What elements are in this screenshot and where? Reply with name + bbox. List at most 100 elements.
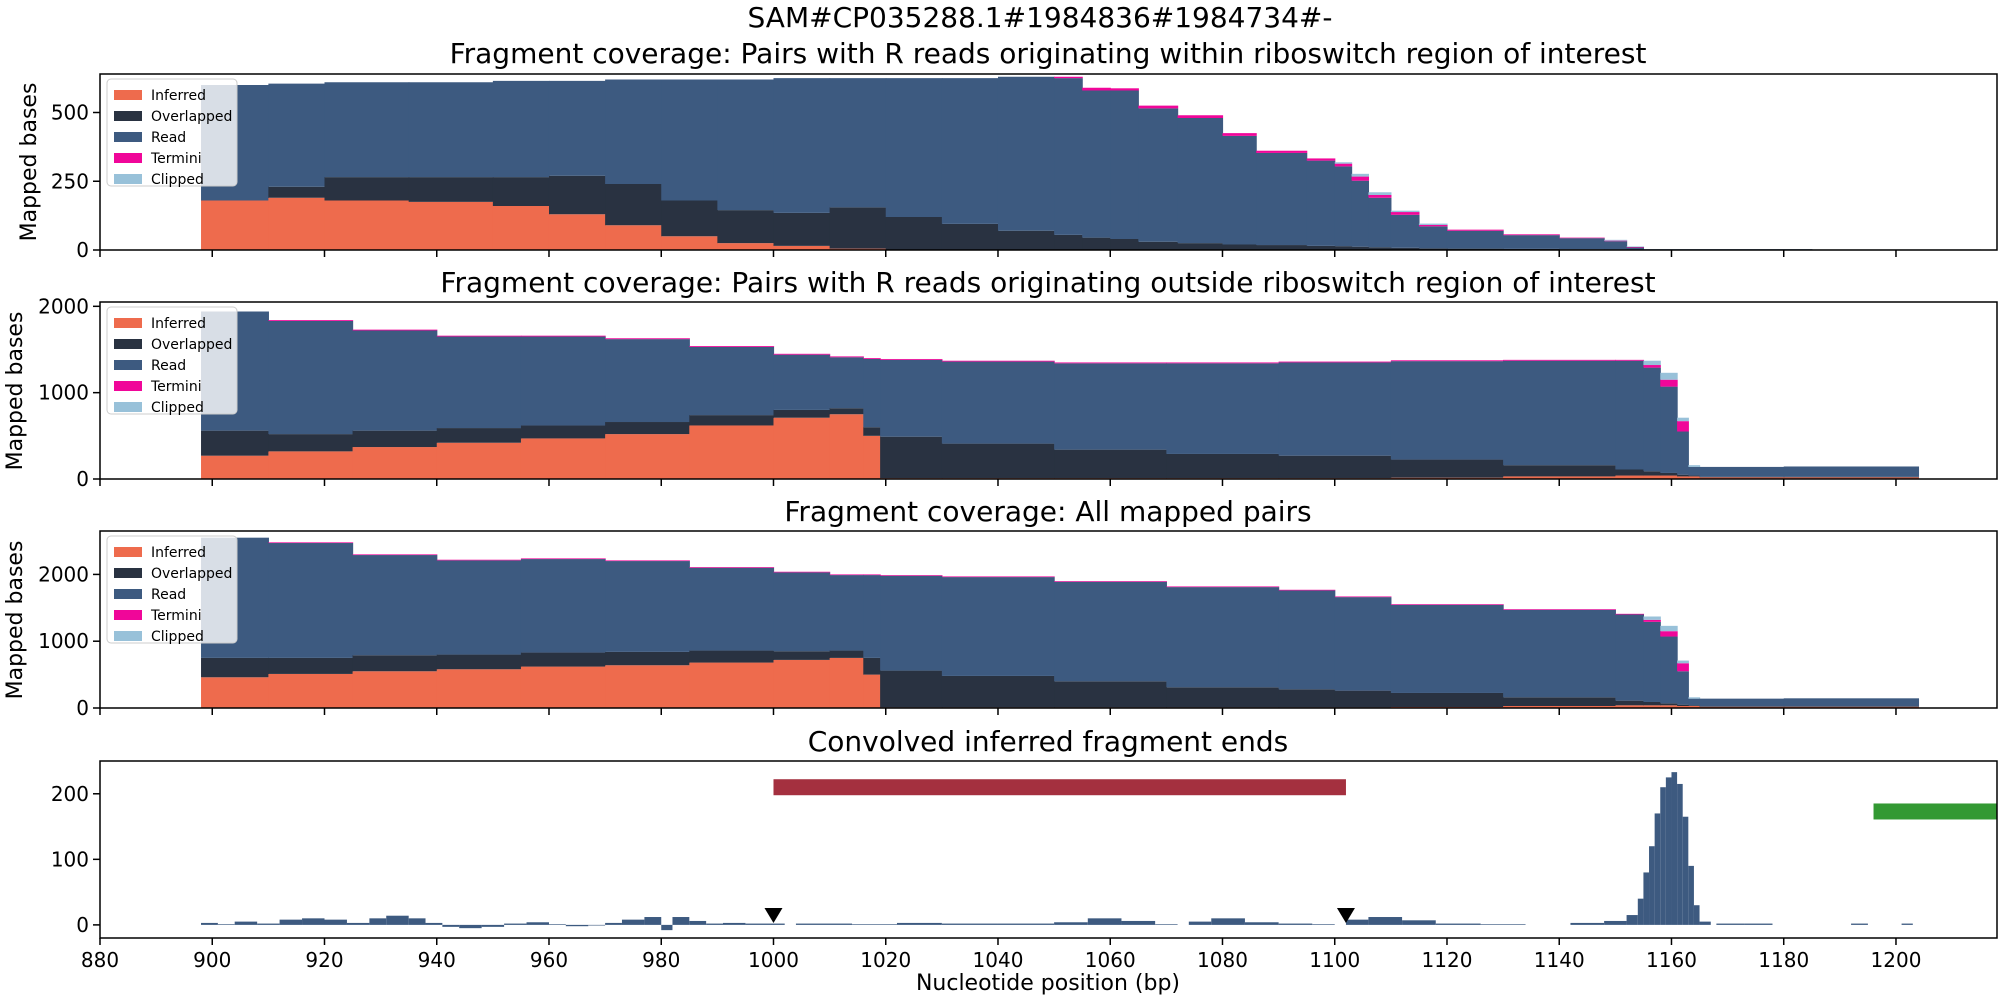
end-count-bar <box>1278 923 1313 925</box>
coverage-bar-read <box>1604 241 1628 250</box>
coverage-bar-termini <box>1390 604 1504 605</box>
coverage-bar-read <box>941 78 999 224</box>
y-tick-label: 500 <box>51 101 89 125</box>
coverage-bar-read <box>268 320 354 435</box>
coverage-bar-overlapped <box>863 427 881 436</box>
x-tick-label: 1100 <box>1309 948 1360 972</box>
coverage-bar-overlapped <box>689 650 775 663</box>
y-tick-label: 0 <box>76 238 89 262</box>
panel2-legend: Inferred Overlapped Read Termini Clipped <box>106 306 238 416</box>
coverage-bar-termini <box>1368 195 1392 198</box>
legend-swatch-overlapped <box>114 568 142 578</box>
end-count-bar <box>1155 924 1178 925</box>
x-tick-label: 1080 <box>1197 948 1248 972</box>
coverage-bar-termini <box>1334 596 1392 598</box>
legend-swatch-clipped <box>114 631 142 641</box>
coverage-bar-clipped <box>1418 223 1448 225</box>
coverage-bar-termini <box>1306 158 1336 161</box>
legend-swatch-read <box>114 589 142 599</box>
coverage-bar-inferred <box>1660 705 1678 708</box>
coverage-bar-read <box>1783 466 1920 477</box>
end-count-bar <box>548 924 566 925</box>
coverage-bar-termini <box>1278 361 1392 363</box>
y-tick-label: 0 <box>76 696 89 720</box>
coverage-bar-overlapped <box>1660 472 1678 476</box>
coverage-bar-overlapped <box>520 652 606 667</box>
coverage-bar-clipped <box>1334 162 1353 164</box>
coverage-bar-overlapped <box>885 217 943 250</box>
coverage-bar-overlapped <box>1138 241 1179 250</box>
coverage-bar-read <box>1177 118 1224 244</box>
coverage-bar-read <box>1503 609 1616 698</box>
end-count-bar <box>672 917 690 925</box>
coverage-bar-overlapped <box>1677 474 1689 477</box>
legend-swatch-inferred <box>114 318 142 328</box>
end-count-bar <box>408 918 426 925</box>
coverage-bar-read <box>520 336 606 426</box>
coverage-bar-read <box>492 80 550 178</box>
end-count-bar <box>526 922 549 925</box>
coverage-bar-overlapped <box>201 430 269 456</box>
legend-label-overlapped: Overlapped <box>151 566 232 582</box>
coverage-bar-inferred <box>1503 705 1616 708</box>
coverage-bar-inferred <box>1688 476 1701 479</box>
coverage-bar-termini <box>1604 240 1628 242</box>
coverage-bar-inferred <box>1615 705 1645 708</box>
panel4-plot <box>201 772 1997 931</box>
panel1-title: Fragment coverage: Pairs with R reads or… <box>450 37 1647 70</box>
coverage-bar-inferred <box>1643 475 1661 479</box>
end-count-bar <box>302 918 325 925</box>
end-count-bar <box>1637 898 1644 925</box>
coverage-bar-read <box>1503 235 1560 249</box>
coverage-bar-termini <box>1643 365 1661 368</box>
coverage-bar-read <box>941 577 1055 676</box>
coverage-bar-clipped <box>1626 246 1645 247</box>
coverage-bar-inferred <box>201 200 269 250</box>
triangle-marker <box>1336 908 1355 924</box>
end-count-bar <box>1368 917 1403 925</box>
coverage-bar-termini <box>880 575 943 576</box>
coverage-bar-read <box>1699 698 1785 707</box>
coverage-bar-overlapped <box>352 655 438 672</box>
coverage-bar-overlapped <box>1306 245 1336 250</box>
coverage-bar-overlapped <box>1351 246 1370 250</box>
x-tick-label: 1040 <box>973 948 1024 972</box>
end-count-bar <box>1699 921 1711 925</box>
end-count-bar <box>997 923 1055 925</box>
coverage-bar-inferred <box>324 200 410 250</box>
coverage-bar-termini <box>1390 212 1420 215</box>
coverage-bar-read <box>1222 135 1257 245</box>
coverage-bar-overlapped <box>548 175 606 215</box>
coverage-bar-termini <box>1166 586 1280 588</box>
coverage-bar-clipped <box>1688 697 1701 699</box>
coverage-bar-read <box>1699 466 1785 477</box>
coverage-bar-read <box>880 359 943 437</box>
coverage-bar-read <box>268 83 326 187</box>
triangle-marker <box>764 908 783 924</box>
end-count-bar <box>795 923 853 925</box>
end-count-bar <box>1121 920 1156 925</box>
x-axis-label: Nucleotide position (bp) <box>916 971 1180 996</box>
coverage-bar-overlapped <box>1660 703 1678 706</box>
end-count-bar <box>896 922 942 925</box>
x-tick-label: 1000 <box>748 948 799 972</box>
coverage-bar-termini <box>689 567 775 568</box>
panel3-plot <box>201 537 1920 708</box>
coverage-bar-termini <box>1351 176 1370 181</box>
coverage-bar-read <box>1643 367 1661 472</box>
end-count-bar <box>689 920 707 925</box>
coverage-bar-overlapped <box>1783 476 1920 478</box>
coverage-bar-termini <box>863 574 881 576</box>
legend-swatch-overlapped <box>114 111 142 121</box>
end-count-bar <box>1626 915 1638 925</box>
coverage-bar-read <box>1334 597 1392 691</box>
x-tick-label: 1200 <box>1871 948 1922 972</box>
coverage-bar-termini <box>436 335 522 337</box>
coverage-bar-termini <box>1054 76 1083 79</box>
coverage-bar-termini <box>1503 234 1560 236</box>
coverage-bar-termini <box>1626 246 1645 248</box>
coverage-bar-inferred <box>863 674 881 708</box>
coverage-bar-inferred <box>773 659 831 708</box>
coverage-bar-overlapped <box>1082 237 1111 250</box>
